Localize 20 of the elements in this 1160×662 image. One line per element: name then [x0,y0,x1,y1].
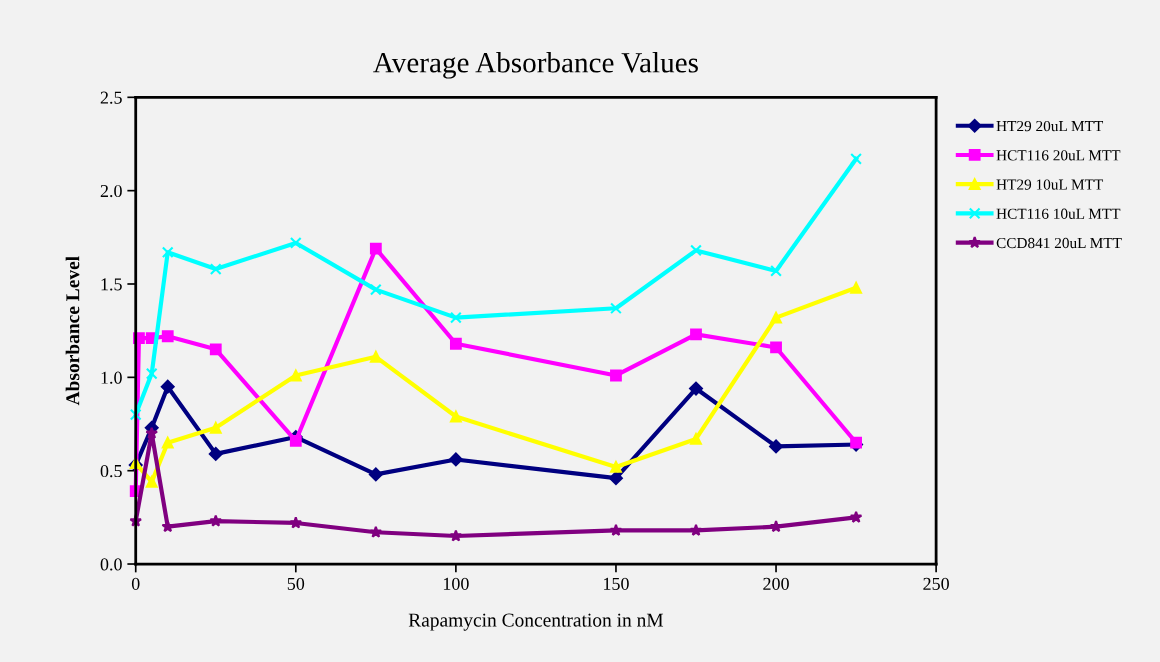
y-tick-label: 1.0 [101,371,122,384]
x-tick-label: 200 [763,577,789,590]
legend-label: HT29 20uL MTT [996,120,1104,132]
y-tick-label: 2.0 [100,184,122,198]
legend-label: HT29 10uL MTT [996,179,1104,190]
x-tick-label: 100 [443,577,469,590]
x-tick-label: 0 [131,577,140,590]
y-tick-label: 1.5 [101,278,122,291]
y-tick-label: 2.5 [100,91,122,104]
x-axis-title: Rapamycin Concentration in nM [408,613,664,631]
x-tick-label: 250 [923,577,949,590]
y-tick-label: 0.0 [100,558,122,571]
legend-label: HCT116 10uL MTT [996,208,1121,219]
x-tick-label: 150 [604,577,629,590]
legend-label: CCD841 20uL MTT [996,237,1122,249]
y-tick-label: 0.5 [100,464,122,478]
legend-label: HCT116 20uL MTT [996,150,1121,161]
chart-title: Average Absorbance Values [373,52,698,79]
y-axis-title: Absorbance Level [65,256,80,406]
x-tick-label: 50 [287,577,305,590]
